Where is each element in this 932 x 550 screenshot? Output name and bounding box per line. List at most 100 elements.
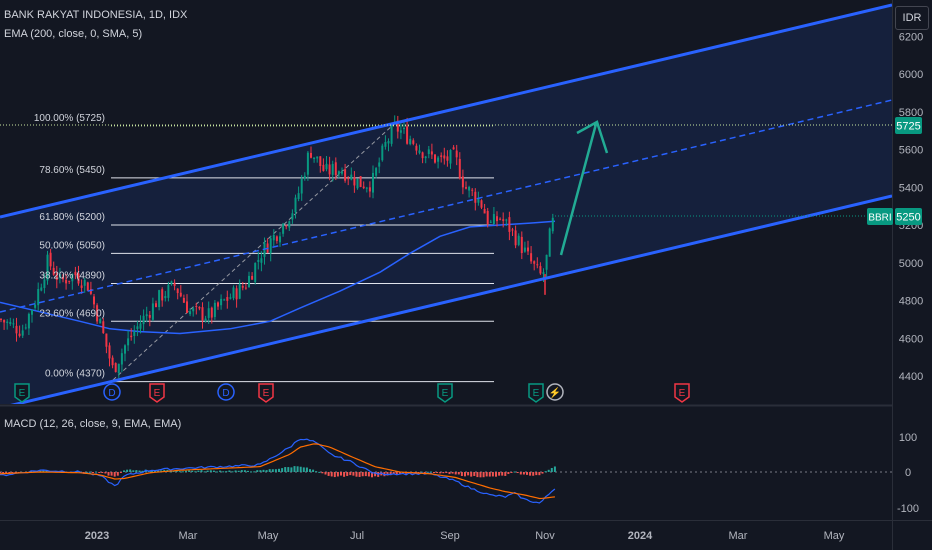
- projection-arrow[interactable]: [559, 120, 609, 256]
- macd-histogram-bar: [460, 472, 463, 476]
- macd-histogram-bar: [445, 472, 448, 473]
- macd-histogram-bar: [364, 472, 367, 477]
- macd-histogram-bar: [467, 472, 470, 476]
- svg-text:E: E: [533, 388, 540, 399]
- price-tick-label: 4400: [899, 371, 923, 383]
- macd-histogram-bar: [206, 470, 209, 472]
- candle-body: [365, 187, 368, 189]
- candle-body: [471, 189, 474, 191]
- event-marker[interactable]: E: [258, 383, 274, 403]
- macd-histogram-bar: [476, 472, 479, 478]
- macd-histogram-bar: [538, 472, 541, 476]
- macd-histogram-bar: [535, 472, 538, 476]
- candle-body: [173, 282, 176, 286]
- candle-body: [443, 155, 446, 159]
- fib-level-label: 50.00% (5050): [39, 240, 105, 251]
- candle-body: [499, 218, 502, 220]
- event-marker[interactable]: E: [528, 383, 544, 403]
- fib-retracement[interactable]: [111, 125, 494, 383]
- candle-body: [337, 171, 340, 175]
- event-marker[interactable]: D: [217, 383, 235, 401]
- candle-body: [424, 156, 427, 159]
- candle-body: [155, 303, 157, 308]
- channel-lower-line[interactable]: [0, 194, 892, 408]
- macd-axis[interactable]: 100 0 -100: [897, 432, 919, 515]
- channel-middle-line[interactable]: [0, 99, 892, 313]
- time-axis[interactable]: 2023 Mar May Jul Sep Nov 2024 Mar May: [85, 530, 845, 542]
- macd-histogram-bar: [123, 470, 125, 472]
- svg-text:5725: 5725: [896, 121, 920, 133]
- macd-histogram-bar: [305, 467, 308, 472]
- candle-body: [201, 307, 204, 321]
- ema-indicator-label[interactable]: EMA (200, close, 0, SMA, 5): [4, 28, 143, 40]
- candle-body: [344, 169, 347, 181]
- macd-histogram-bar: [234, 470, 237, 472]
- candle-body: [176, 288, 179, 294]
- candle-body: [151, 303, 154, 320]
- candle-body: [483, 208, 486, 214]
- macd-histogram-bar: [231, 471, 234, 473]
- event-markers[interactable]: E D E D E E E ⚡ E: [14, 383, 690, 403]
- symbol-tag: BBRI: [867, 208, 893, 225]
- fib-level-label: 61.80% (5200): [39, 212, 105, 223]
- candle-body: [356, 178, 359, 189]
- event-marker[interactable]: E: [149, 383, 165, 403]
- macd-histogram-bar: [85, 471, 88, 473]
- candle-body: [170, 281, 173, 285]
- macd-histogram-bar: [104, 472, 107, 474]
- candle-body: [52, 267, 55, 275]
- candle-body: [117, 363, 120, 374]
- candle-body: [108, 345, 111, 359]
- candle-body: [533, 261, 536, 264]
- macd-histogram-bar: [281, 468, 284, 472]
- candle-body: [331, 163, 334, 175]
- event-marker[interactable]: E: [674, 383, 690, 403]
- macd-histogram-bar: [380, 472, 383, 476]
- candle-body: [403, 127, 405, 129]
- candle-body: [328, 164, 331, 175]
- svg-text:E: E: [679, 388, 686, 399]
- fib-level-label: 23.60% (4690): [39, 308, 105, 319]
- candle-body: [68, 280, 71, 282]
- candle-body: [275, 236, 278, 241]
- currency-button[interactable]: IDR: [895, 6, 929, 30]
- channel-upper-line[interactable]: [0, 3, 892, 219]
- candle-body: [220, 298, 223, 306]
- time-tick-label: Sep: [440, 530, 460, 542]
- event-marker[interactable]: ⚡: [546, 383, 564, 401]
- price-tick-label: 6200: [899, 31, 923, 43]
- price-tick-label: 6000: [899, 69, 923, 81]
- macd-histogram-bar: [464, 472, 466, 477]
- event-marker[interactable]: D: [103, 383, 121, 401]
- candle-body: [89, 288, 92, 294]
- macd-histogram-bar: [237, 470, 240, 472]
- macd-histogram-bar: [389, 472, 392, 476]
- fib-trend-line[interactable]: [112, 124, 394, 381]
- candle-body: [114, 363, 117, 372]
- macd-histogram-bar: [526, 472, 528, 475]
- current-price-tag: 5250: [895, 208, 922, 225]
- candle-body: [179, 292, 182, 297]
- candle-body: [421, 152, 424, 159]
- candle-body: [505, 219, 508, 221]
- macd-signal-line: [0, 443, 555, 500]
- candle-body: [390, 125, 393, 144]
- candle-body: [347, 178, 350, 180]
- event-marker[interactable]: E: [437, 383, 453, 403]
- svg-text:BBRI: BBRI: [868, 213, 891, 224]
- macd-indicator-label[interactable]: MACD (12, 26, close, 9, EMA, EMA): [4, 418, 182, 430]
- candle-body: [93, 296, 95, 305]
- candle-body: [49, 252, 52, 267]
- macd-histogram-bar: [312, 469, 315, 472]
- candle-body: [530, 253, 533, 262]
- event-marker[interactable]: E: [14, 383, 30, 403]
- candle-body: [18, 333, 21, 336]
- macd-histogram-bar: [498, 472, 501, 476]
- macd-histogram-bar: [290, 467, 293, 472]
- candle-body: [341, 171, 343, 174]
- macd-histogram-bar: [88, 471, 91, 473]
- symbol-title[interactable]: BANK RAKYAT INDONESIA, 1D, IDX: [4, 9, 188, 21]
- macd-histogram-bar: [448, 472, 451, 475]
